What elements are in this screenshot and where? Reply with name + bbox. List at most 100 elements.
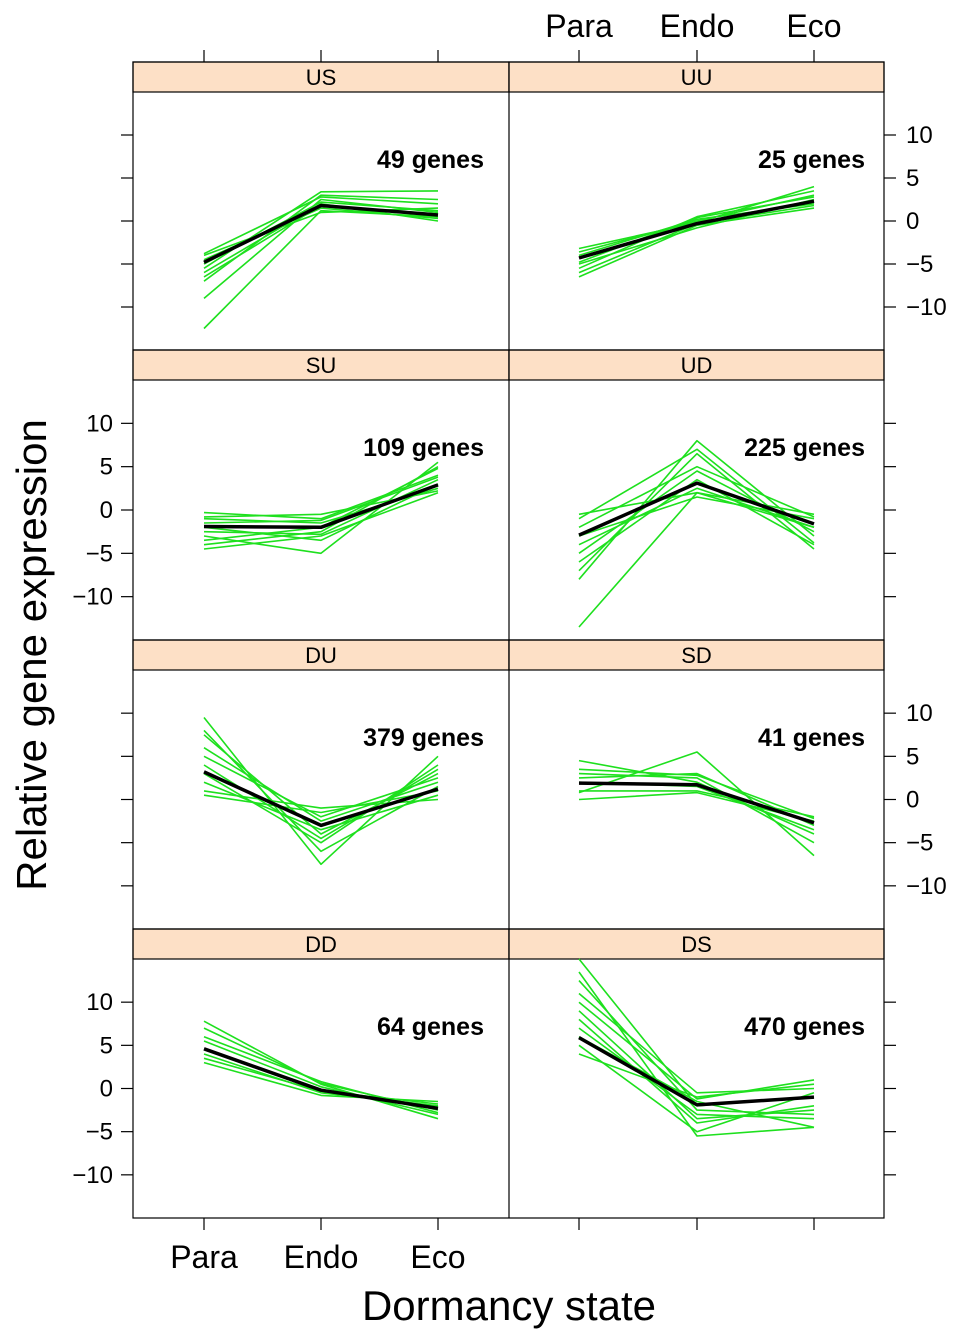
strip-dd	[132, 928, 510, 960]
gene-line	[578, 992, 815, 1094]
gene-line	[203, 483, 439, 542]
gene-line	[579, 790, 815, 818]
panel-grid: US 49 genes UU 25 genes SU 109 genes UD 225 gen…	[132, 61, 885, 1137]
panel-su: SU 109 genes	[132, 349, 510, 555]
mean-line	[578, 781, 815, 825]
strip-sd	[508, 639, 885, 671]
gene-lines	[578, 185, 815, 278]
gene-lines	[578, 439, 815, 628]
gene-lines	[578, 958, 815, 1137]
mean-line	[203, 770, 439, 828]
gene-line	[578, 768, 815, 820]
panel-du: DU 379 genes	[132, 639, 510, 866]
gene-count-label: 225 genes	[744, 434, 865, 462]
panel-ds: DS 470 genes	[508, 928, 885, 1137]
gene-line	[203, 196, 439, 255]
gene-line	[203, 790, 439, 814]
gene-line	[578, 1044, 815, 1133]
y-tick-label: −10	[72, 1162, 113, 1189]
y-tick-label: −5	[86, 540, 113, 567]
y-tick-label: −5	[906, 251, 933, 278]
strip-label: SU	[306, 353, 337, 378]
mean-line	[578, 199, 815, 260]
mean-line	[203, 1047, 439, 1111]
gene-line	[203, 491, 439, 550]
gene-line	[203, 476, 439, 524]
strip-label: DS	[681, 932, 712, 957]
gene-line	[578, 478, 815, 563]
gene-line	[578, 452, 815, 572]
x-tick-label-bottom: Eco	[410, 1239, 465, 1275]
panel-uu: UU 25 genes	[508, 61, 885, 278]
strip-label: UU	[681, 65, 713, 90]
gene-line	[578, 1027, 815, 1120]
gene-line	[578, 1001, 815, 1100]
gene-count-label: 64 genes	[377, 1013, 484, 1041]
mean-line	[203, 483, 439, 530]
gene-count-label: 470 genes	[744, 1013, 865, 1041]
y-tick-label: 10	[86, 989, 113, 1016]
gene-line	[203, 1020, 439, 1120]
y-tick-label: 10	[906, 700, 933, 727]
y-tick-label: 0	[906, 208, 919, 235]
gene-line	[578, 204, 815, 274]
panel-us: US 49 genes	[132, 61, 510, 330]
panel-sd: SD 41 genes	[508, 639, 885, 857]
strip-us	[132, 61, 510, 93]
y-tick-label: −10	[906, 873, 947, 900]
gene-line	[203, 474, 439, 520]
strip-label: DU	[305, 643, 337, 668]
y-axis-title: Relative gene expression	[8, 419, 55, 891]
y-tick-label: −10	[906, 294, 947, 321]
gene-lines	[203, 461, 439, 555]
gene-line	[578, 465, 815, 529]
y-tick-label: −5	[86, 1119, 113, 1146]
gene-line	[203, 764, 439, 844]
gene-line	[578, 1018, 815, 1124]
gene-line	[203, 781, 439, 831]
x-tick-label-top: Para	[545, 8, 613, 44]
x-tick-label-bottom: Endo	[284, 1239, 359, 1275]
gene-line	[203, 490, 439, 518]
gene-line	[578, 1053, 815, 1098]
gene-line	[578, 772, 815, 844]
gene-line	[203, 747, 439, 822]
y-tick-label: 5	[906, 743, 919, 770]
gene-line	[203, 461, 439, 555]
y-tick-label: 0	[906, 787, 919, 814]
gene-lines	[203, 717, 439, 866]
y-tick-label: 10	[906, 122, 933, 149]
gene-line	[203, 467, 439, 542]
strip-label: US	[306, 65, 337, 90]
gene-count-label: 49 genes	[377, 146, 484, 174]
y-tick-label: 10	[86, 410, 113, 437]
x-tick-label-top: Eco	[786, 8, 841, 44]
y-tick-label: 0	[100, 1076, 113, 1103]
gene-line	[203, 207, 439, 257]
gene-line	[578, 980, 815, 1116]
mean-line	[203, 203, 439, 264]
gene-count-label: 41 genes	[758, 724, 865, 752]
gene-count-label: 25 genes	[758, 146, 865, 174]
y-tick-label: 5	[100, 454, 113, 481]
y-tick-label: 0	[100, 497, 113, 524]
strip-label: DD	[305, 932, 337, 957]
gene-lines	[203, 1020, 439, 1120]
gene-line	[578, 439, 815, 580]
panel-ud: UD 225 genes	[508, 349, 885, 628]
strip-label: SD	[681, 643, 712, 668]
gene-line	[578, 190, 815, 270]
y-tick-label: −10	[72, 584, 113, 611]
gene-line	[203, 466, 439, 546]
y-tick-label: 5	[100, 1032, 113, 1059]
y-tick-label: 5	[906, 165, 919, 192]
mean-line	[578, 1036, 815, 1107]
gene-lines	[578, 751, 815, 857]
x-tick-label-top: Endo	[660, 8, 735, 44]
strip-du	[132, 639, 510, 671]
mean-line	[578, 481, 815, 537]
gene-line	[203, 1040, 439, 1116]
gene-line	[578, 487, 815, 546]
gene-count-label: 109 genes	[363, 434, 484, 462]
